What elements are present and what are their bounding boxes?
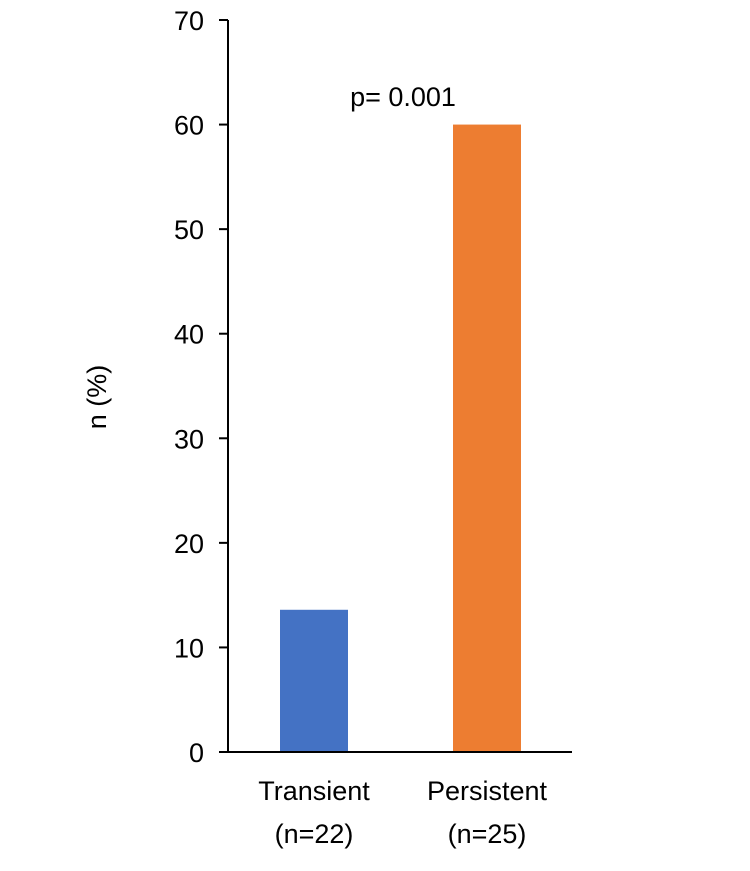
x-category-label: Transient	[258, 776, 370, 806]
y-tick-label: 70	[174, 6, 204, 36]
category-labels: Transient (n=22) Persistent (n=25)	[258, 776, 547, 849]
y-tick-label: 20	[174, 529, 204, 559]
y-tick-label: 40	[174, 320, 204, 350]
bar-persistent	[453, 124, 521, 753]
y-tick-label: 50	[174, 215, 204, 245]
bar-transient	[280, 609, 348, 752]
x-category-sublabel: (n=25)	[448, 819, 527, 849]
y-axis-ticks: 0 10 20 30 40 50 60 70	[174, 6, 228, 768]
y-axis-title: n (%)	[82, 365, 112, 430]
y-tick-label: 30	[174, 424, 204, 454]
y-tick-label: 60	[174, 111, 204, 141]
p-value-annotation: p= 0.001	[350, 82, 456, 112]
bars	[280, 124, 521, 753]
y-tick-label: 0	[189, 738, 204, 768]
y-tick-label: 10	[174, 633, 204, 663]
x-category-sublabel: (n=22)	[275, 819, 354, 849]
x-category-label: Persistent	[427, 776, 548, 806]
